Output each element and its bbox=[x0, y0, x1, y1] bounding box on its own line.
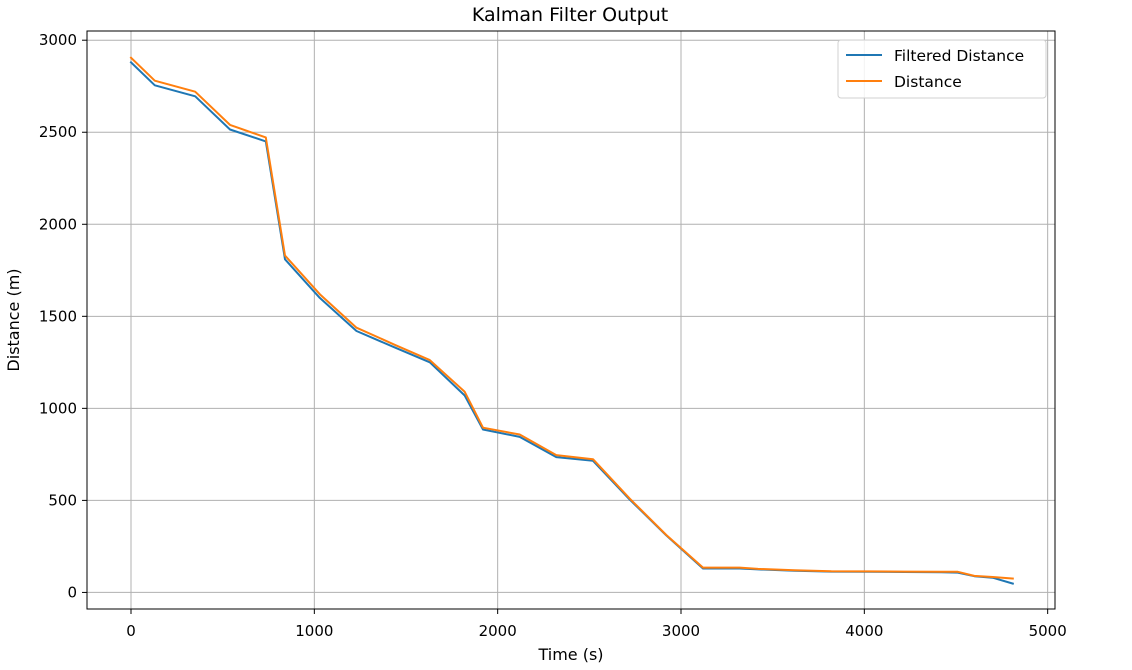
x-tick-label: 1000 bbox=[295, 622, 333, 640]
y-tick-label: 0 bbox=[67, 583, 77, 601]
chart-title: Kalman Filter Output bbox=[472, 4, 668, 26]
legend-box bbox=[837, 39, 1047, 99]
y-axis-label: Distance (m) bbox=[4, 268, 23, 371]
x-axis: 0 1000 2000 3000 4000 5000 bbox=[126, 609, 1067, 640]
series-line-distance bbox=[129, 56, 1014, 580]
x-tick-label: 5000 bbox=[1029, 622, 1067, 640]
legend-label-distance: Distance bbox=[894, 73, 962, 91]
y-tick-label: 1000 bbox=[39, 399, 77, 417]
x-tick-label: 3000 bbox=[662, 622, 700, 640]
x-tick-label: 0 bbox=[126, 622, 136, 640]
y-tick-label: 2000 bbox=[39, 215, 77, 233]
y-tick-label: 3000 bbox=[39, 31, 77, 49]
x-tick-label: 2000 bbox=[479, 622, 517, 640]
y-tick-label: 2500 bbox=[39, 123, 77, 141]
x-tick-label: 4000 bbox=[845, 622, 883, 640]
x-axis-label: Time (s) bbox=[537, 645, 603, 664]
legend-label-filtered-distance: Filtered Distance bbox=[894, 47, 1024, 65]
y-axis: 0 500 1000 1500 2000 2500 3000 bbox=[39, 31, 87, 601]
legend: Filtered Distance Distance bbox=[837, 39, 1047, 99]
y-tick-label: 500 bbox=[48, 491, 77, 509]
y-tick-label: 1500 bbox=[39, 307, 77, 325]
plot-frame bbox=[86, 30, 1056, 610]
series-layer bbox=[129, 56, 1015, 585]
